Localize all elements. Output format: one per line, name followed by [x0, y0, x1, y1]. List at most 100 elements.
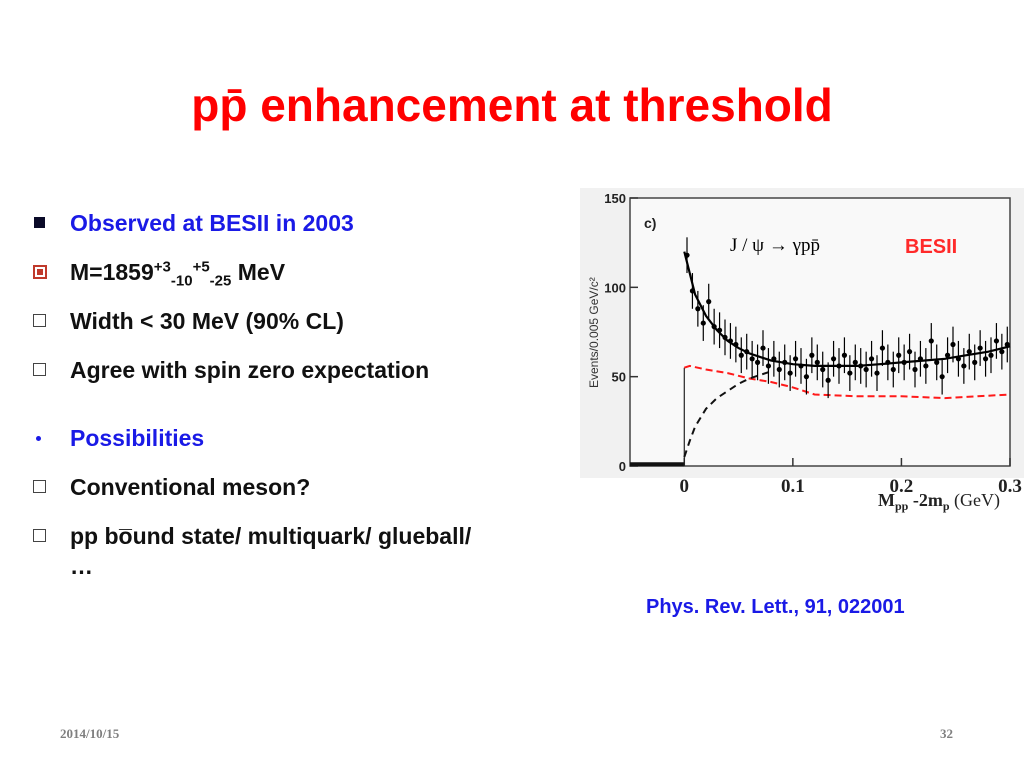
slide-title: pp̄ enhancement at threshold: [191, 79, 833, 131]
data-point: [961, 363, 967, 369]
bullet-item: M=1859+3-10+5-25 MeV: [30, 257, 570, 290]
data-point: [787, 370, 793, 376]
footer-date: 2014/10/15: [60, 726, 120, 741]
data-point: [809, 352, 815, 358]
data-point: [722, 334, 728, 340]
data-point: [776, 366, 782, 373]
data-point: [879, 345, 886, 351]
data-point: [798, 363, 804, 369]
data-point: [939, 374, 945, 380]
data-point: [934, 359, 940, 365]
data-point: [993, 338, 1000, 344]
data-point: [847, 370, 853, 376]
data-point: [820, 366, 826, 373]
data-point: [917, 356, 924, 362]
reference-citation: Phys. Rev. Lett., 91, 022001: [646, 596, 905, 618]
data-point: [977, 345, 983, 351]
invariant-mass-plot: 0 50 100 150 0 0.1 0.2 0.3 Events/0.005 GeV/c²…: [580, 188, 1024, 513]
bullet-text: pp bo̅und state/ multiquark/ glueball/ …: [70, 523, 472, 579]
signal-curve: [683, 364, 1011, 400]
data-point: [912, 366, 918, 373]
bullet-text: Agree with spin zero expectation: [70, 357, 430, 383]
x-tick-label: 0: [680, 476, 690, 497]
y-tick-label: 100: [604, 280, 626, 295]
data-point: [972, 359, 978, 365]
y-axis: 0 50 100 150: [604, 191, 638, 474]
data-point: [928, 338, 934, 344]
y-axis-label: Events/0.005 GeV/c²: [587, 277, 601, 388]
data-point: [733, 341, 739, 348]
data-points: [684, 237, 1010, 399]
data-point: [754, 359, 761, 365]
data-point: [771, 356, 777, 362]
data-point: [988, 352, 994, 358]
box-bullet-icon: [32, 472, 52, 502]
data-point: [792, 356, 799, 362]
data-point: [966, 349, 972, 355]
data-point: [765, 363, 772, 369]
mass-value: M=1859+3-10+5-25 MeV: [70, 258, 286, 290]
x-tick-label: 0.3: [998, 476, 1022, 497]
data-point: [830, 356, 837, 362]
experiment-label: BESII: [905, 236, 957, 258]
x-tick-label: 0.2: [890, 476, 914, 497]
x-axis-label: Mpp -2mp (GeV): [878, 490, 1000, 513]
bullet-item: Agree with spin zero expectation: [30, 355, 570, 385]
data-point: [700, 320, 706, 326]
bullet-text: Observed at BESII in 2003: [70, 210, 354, 236]
data-point: [727, 338, 734, 344]
box-bullet-icon: [32, 306, 52, 336]
data-point: [711, 324, 717, 330]
data-point: [944, 352, 951, 358]
x-tick-label: 0.1: [781, 476, 805, 497]
data-point: [716, 327, 723, 333]
data-point: [906, 349, 913, 355]
bullet-text: Width < 30 MeV (90% CL): [70, 308, 344, 334]
data-point: [836, 363, 842, 369]
data-point: [982, 356, 989, 362]
data-point: [852, 359, 858, 365]
data-point: [706, 299, 712, 305]
process-label: J / ψ → γpp̄: [730, 235, 820, 256]
data-point: [684, 252, 690, 258]
data-point: [863, 366, 869, 373]
bullet-item: Observed at BESII in 2003: [30, 208, 570, 238]
data-point: [744, 349, 750, 355]
box-bullet-icon: [32, 355, 52, 385]
box-bullet-icon: [32, 521, 52, 551]
total-fit-curve: [683, 251, 1011, 367]
data-point: [885, 359, 891, 365]
plot-frame: [629, 197, 1011, 467]
bullet-text: Possibilities: [70, 425, 205, 451]
data-point: [950, 341, 956, 348]
data-point: [825, 377, 831, 383]
data-point: [803, 374, 810, 380]
page-number: 32: [940, 726, 953, 741]
square-bullet-icon: [32, 208, 52, 238]
panel-label: c): [644, 215, 656, 231]
data-point: [738, 352, 744, 358]
data-point: [1004, 341, 1010, 348]
data-point: [955, 356, 962, 362]
y-tick-label: 150: [604, 191, 626, 206]
data-point: [841, 352, 848, 358]
y-tick-label: 50: [612, 370, 626, 385]
bullet-item: pp bo̅und state/ multiquark/ glueball/ …: [30, 521, 500, 581]
bullet-item: Width < 30 MeV (90% CL): [30, 306, 570, 336]
bullet-list: Observed at BESII in 2003 M=1859+3-10+5-…: [30, 208, 570, 600]
dot-bullet-icon: [32, 423, 52, 453]
x-axis: 0 0.1 0.2 0.3: [680, 458, 1022, 497]
data-point: [901, 359, 907, 365]
data-point: [868, 356, 875, 362]
data-point: [890, 366, 896, 373]
data-point: [814, 359, 820, 365]
bullet-item: Conventional meson?: [30, 472, 570, 502]
data-point: [782, 359, 788, 365]
y-tick-label: 0: [619, 459, 626, 474]
data-point: [923, 363, 929, 369]
data-point: [896, 352, 902, 358]
filled-box-bullet-icon: [32, 257, 52, 287]
data-point: [695, 306, 701, 312]
bullet-text: Conventional meson?: [70, 474, 311, 500]
bullet-item: Possibilities: [30, 423, 570, 453]
